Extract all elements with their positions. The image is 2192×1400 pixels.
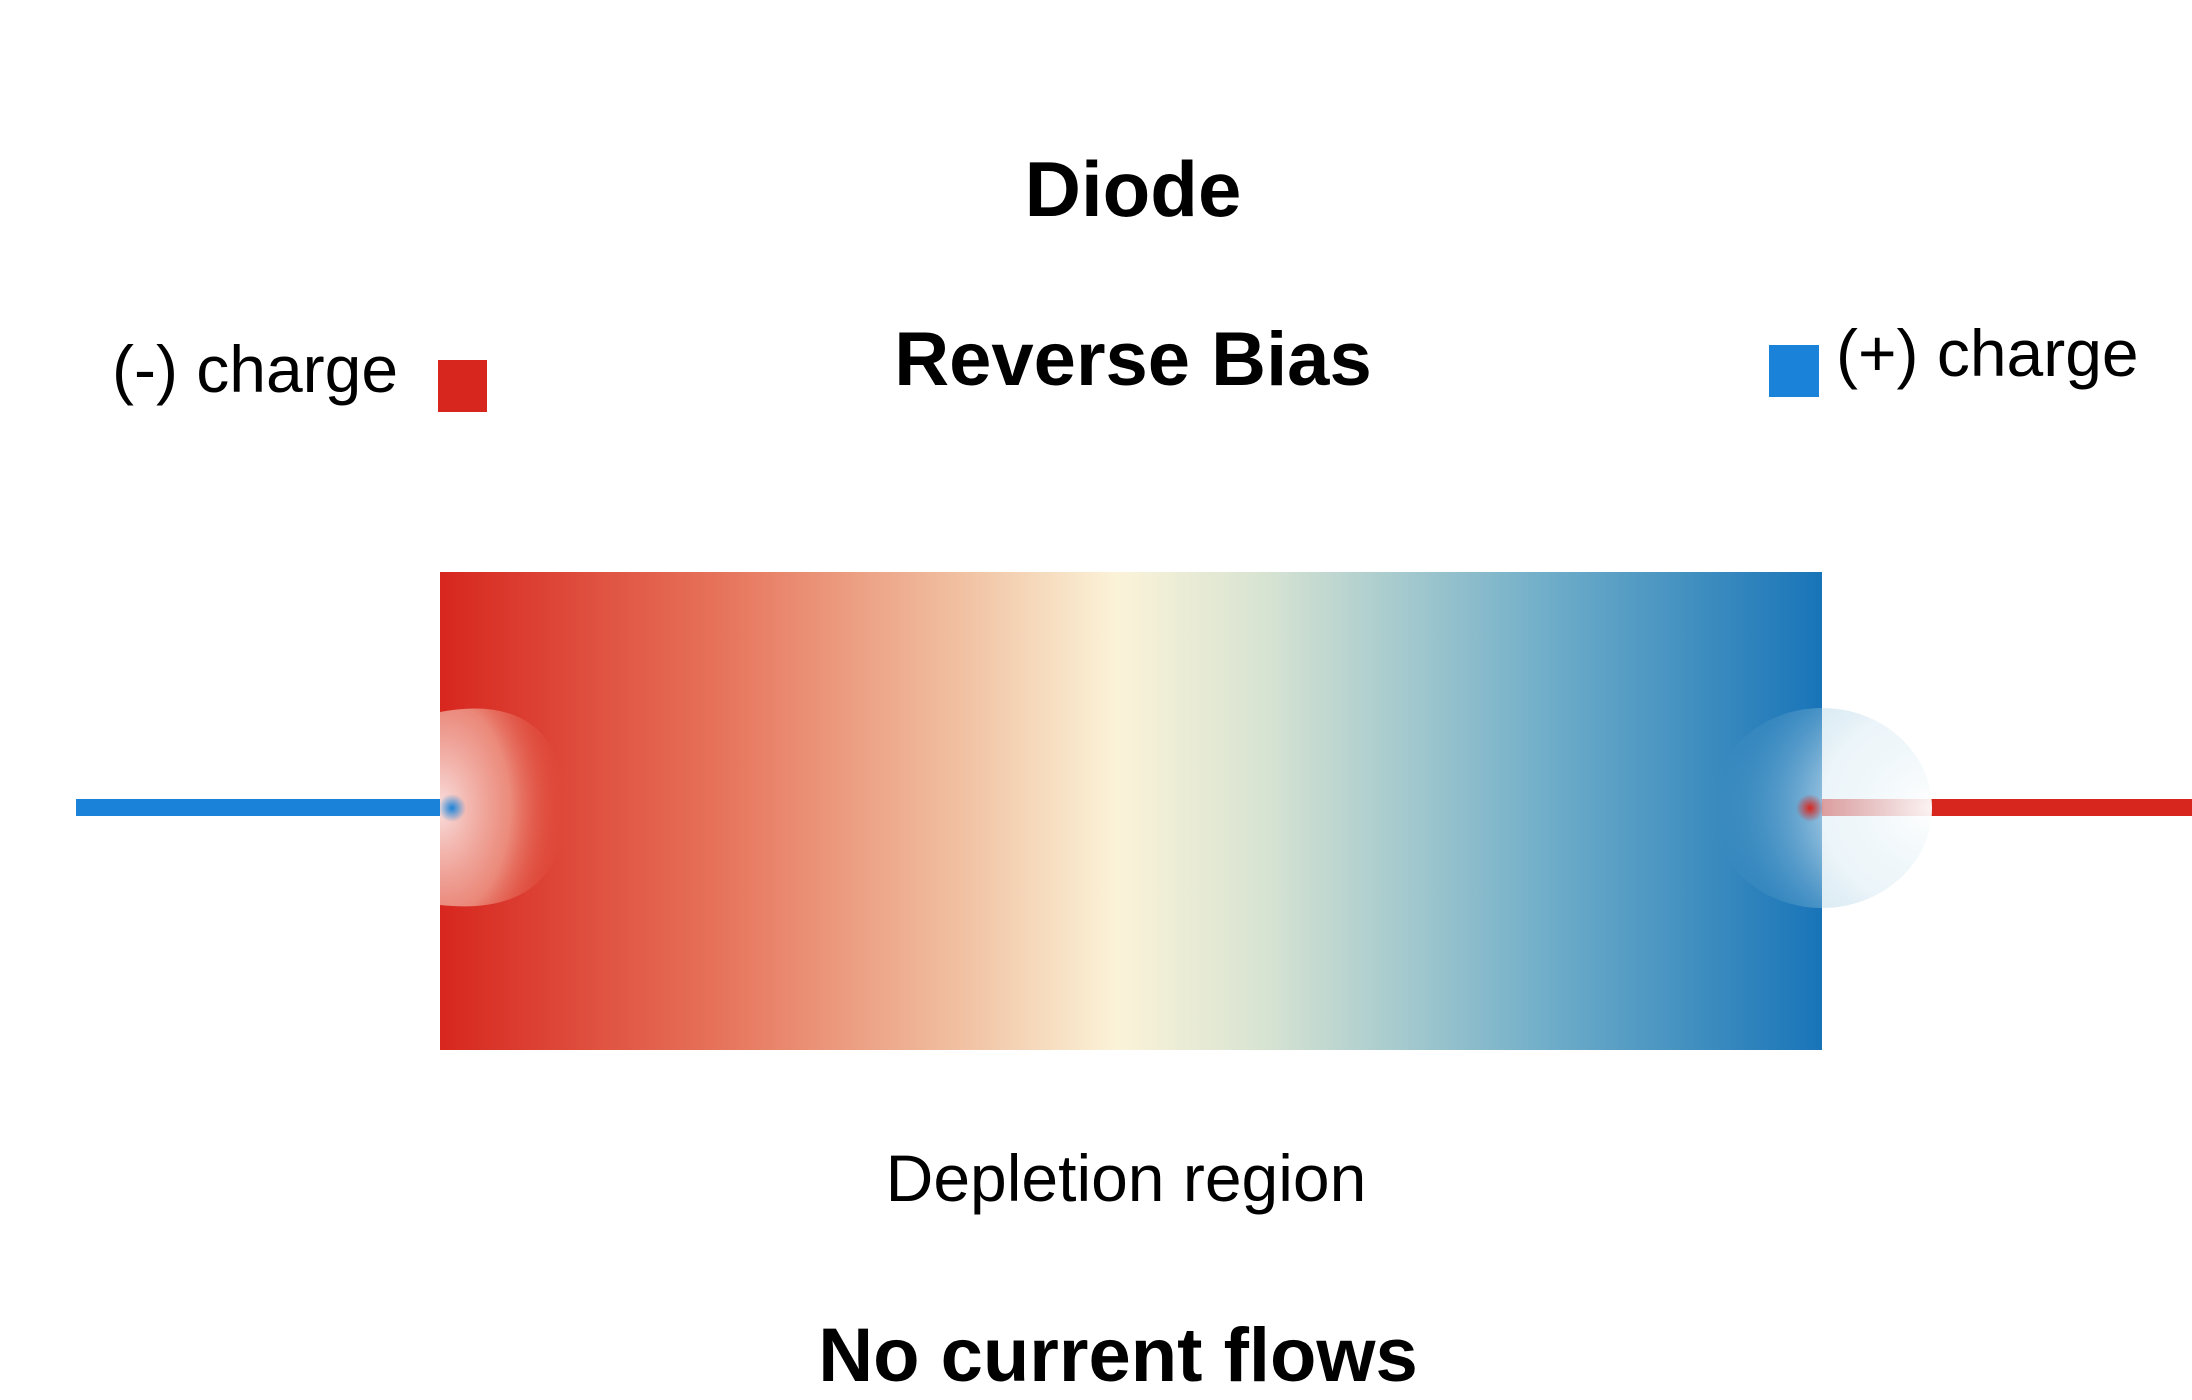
legend-positive-label: (+) charge bbox=[1836, 320, 2139, 386]
current-status: No current flows bbox=[0, 1318, 2192, 1394]
semiconductor-body bbox=[440, 572, 1822, 1050]
left-contact-dot bbox=[438, 794, 466, 822]
depletion-region-label: Depletion region bbox=[0, 1145, 2192, 1211]
diagram-title: Diode bbox=[0, 150, 2192, 228]
legend-negative-swatch bbox=[438, 360, 487, 412]
left-lead bbox=[76, 799, 452, 816]
legend-positive-swatch bbox=[1769, 345, 1819, 397]
right-contact-dot bbox=[1796, 794, 1824, 822]
legend-negative-label: (-) charge bbox=[112, 336, 398, 402]
